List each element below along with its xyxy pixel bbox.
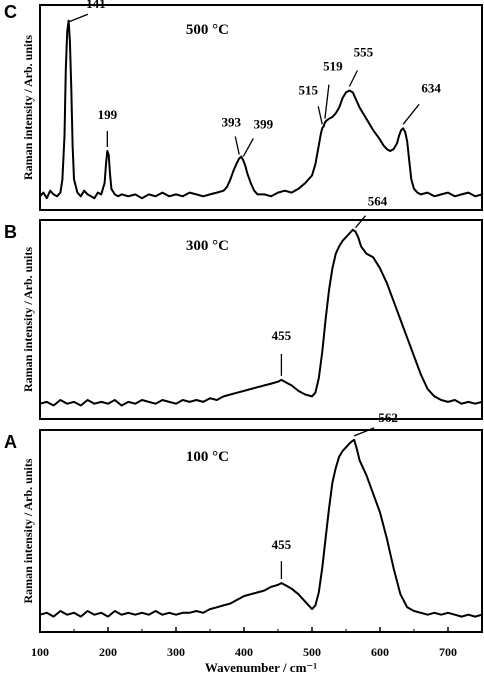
peak-annotation: 564 xyxy=(368,194,388,209)
y-axis-label: Raman intensity / Arb. units xyxy=(21,35,35,180)
panel-title: 100 °C xyxy=(186,449,229,465)
x-tick-label: 300 xyxy=(167,645,185,659)
annotation-leader xyxy=(317,106,323,125)
panel-frame xyxy=(39,4,483,211)
annotation-leader xyxy=(353,427,375,437)
y-axis-label: Raman intensity / Arb. units xyxy=(21,458,35,603)
series-line xyxy=(39,228,483,407)
peak-annotation: 393 xyxy=(221,115,241,130)
panel-letter: C xyxy=(4,2,17,22)
annotation-leader xyxy=(324,84,330,119)
annotation-leader xyxy=(67,13,89,23)
panel-frame xyxy=(39,429,483,633)
x-tick-label: 400 xyxy=(235,645,253,659)
series-line xyxy=(39,438,483,618)
series-line xyxy=(39,19,483,200)
peak-annotation: 455 xyxy=(272,537,292,552)
annotation-leader xyxy=(234,136,240,155)
x-tick-label: 500 xyxy=(303,645,321,659)
x-tick-label: 700 xyxy=(439,645,457,659)
panel-title: 500 °C xyxy=(186,22,229,38)
peak-annotation: 141 xyxy=(86,0,106,11)
panel-title: 300 °C xyxy=(186,238,229,254)
peak-annotation: 515 xyxy=(298,82,318,97)
peak-annotation: 455 xyxy=(272,328,292,343)
peak-annotation: 555 xyxy=(354,44,374,59)
annotation-leader xyxy=(355,215,367,229)
peak-annotation: 519 xyxy=(323,59,343,74)
peak-annotation: 399 xyxy=(254,116,274,131)
annotation-leader xyxy=(402,103,420,125)
x-tick-label: 600 xyxy=(371,645,389,659)
panel-letter: A xyxy=(4,432,17,452)
annotation-leader xyxy=(242,138,254,157)
x-axis-label: Wavenumber / cm⁻¹ xyxy=(205,660,317,675)
x-tick-label: 200 xyxy=(99,645,117,659)
peak-annotation: 562 xyxy=(378,410,398,425)
peak-annotation: 199 xyxy=(98,107,118,122)
annotation-leader xyxy=(348,70,358,87)
x-tick-label: 100 xyxy=(31,645,49,659)
peak-annotation: 634 xyxy=(421,80,441,95)
panel-frame xyxy=(39,219,483,420)
panel-letter: B xyxy=(4,222,17,242)
y-axis-label: Raman intensity / Arb. units xyxy=(21,247,35,392)
